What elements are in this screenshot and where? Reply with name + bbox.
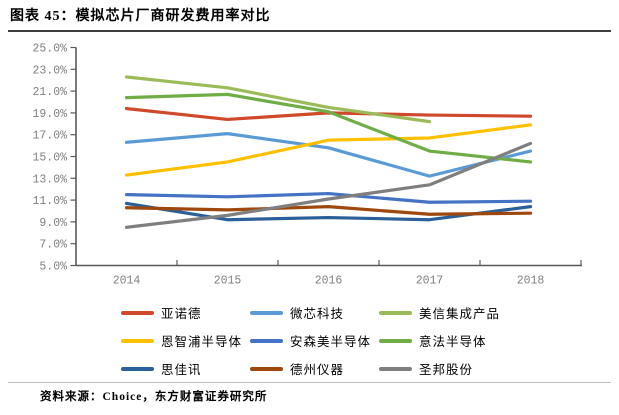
x-tick-label: 2014 <box>113 275 141 288</box>
x-tick-label: 2016 <box>315 275 343 288</box>
series-line-7 <box>124 205 533 216</box>
y-tick-label: 21.0% <box>32 86 67 99</box>
x-tick-label: 2018 <box>517 275 545 288</box>
legend-label: 安森美半导体 <box>290 335 372 349</box>
y-tick-label: 5.0% <box>39 261 67 274</box>
legend-swatch-icon <box>250 366 283 371</box>
y-tick-label: 9.0% <box>39 217 67 230</box>
legend-item-1: 微芯科技 <box>250 303 379 322</box>
legend-label: 恩智浦半导体 <box>161 335 243 349</box>
x-tick-label: 2017 <box>416 275 444 288</box>
legend-item-4: 安森美半导体 <box>250 331 379 350</box>
legend-label: 思佳讯 <box>161 363 202 377</box>
footer-rule <box>8 382 611 383</box>
y-tick-label: 25.0% <box>32 43 67 56</box>
legend-swatch-icon <box>379 310 412 315</box>
y-tick-label: 15.0% <box>32 152 67 165</box>
legend-swatch-icon <box>121 310 154 315</box>
legend-swatch-icon <box>379 338 412 343</box>
legend-label: 亚诺德 <box>161 307 202 321</box>
y-tick-label: 17.0% <box>32 130 67 143</box>
legend-swatch-icon <box>250 338 283 343</box>
legend-label: 德州仪器 <box>290 363 345 377</box>
legend-swatch-icon <box>250 310 283 315</box>
legend-label: 意法半导体 <box>419 335 487 349</box>
y-tick-label: 7.0% <box>39 239 67 252</box>
legend-item-0: 亚诺德 <box>121 303 250 322</box>
y-tick-label: 13.0% <box>32 173 67 186</box>
chart-legend: 亚诺德 微芯科技 美信集成产品恩智浦半导体 安森美半导体 意法半导体思佳讯 德州仪器 圣邦股… <box>121 303 507 378</box>
legend-label: 美信集成产品 <box>419 307 501 321</box>
source-note: 资料来源：Choice，东方财富证券研究所 <box>40 391 268 403</box>
series-line-1 <box>124 132 533 178</box>
series-line-3 <box>124 123 533 177</box>
legend-item-8: 圣邦股份 <box>379 359 507 378</box>
legend-item-2: 美信集成产品 <box>379 303 507 322</box>
y-tick-label: 19.0% <box>32 108 67 121</box>
figure-title: 图表 45：模拟芯片厂商研发费用率对比 <box>10 9 271 24</box>
x-tick-label: 2015 <box>214 275 242 288</box>
legend-item-5: 意法半导体 <box>379 331 507 350</box>
series-line-4 <box>124 191 533 204</box>
series-line-2 <box>124 75 432 124</box>
legend-label: 微芯科技 <box>290 307 345 321</box>
legend-swatch-icon <box>121 366 154 371</box>
series-line-5 <box>124 92 533 164</box>
legend-swatch-icon <box>379 366 412 371</box>
legend-label: 圣邦股份 <box>419 363 474 377</box>
y-tick-label: 23.0% <box>32 64 67 77</box>
series-line-0 <box>124 106 533 122</box>
legend-item-6: 思佳讯 <box>121 359 250 378</box>
y-tick-label: 11.0% <box>32 195 67 208</box>
series-line-8 <box>124 141 533 229</box>
title-rule <box>8 30 611 32</box>
legend-item-7: 德州仪器 <box>250 359 379 378</box>
legend-swatch-icon <box>121 338 154 343</box>
legend-item-3: 恩智浦半导体 <box>121 331 250 350</box>
